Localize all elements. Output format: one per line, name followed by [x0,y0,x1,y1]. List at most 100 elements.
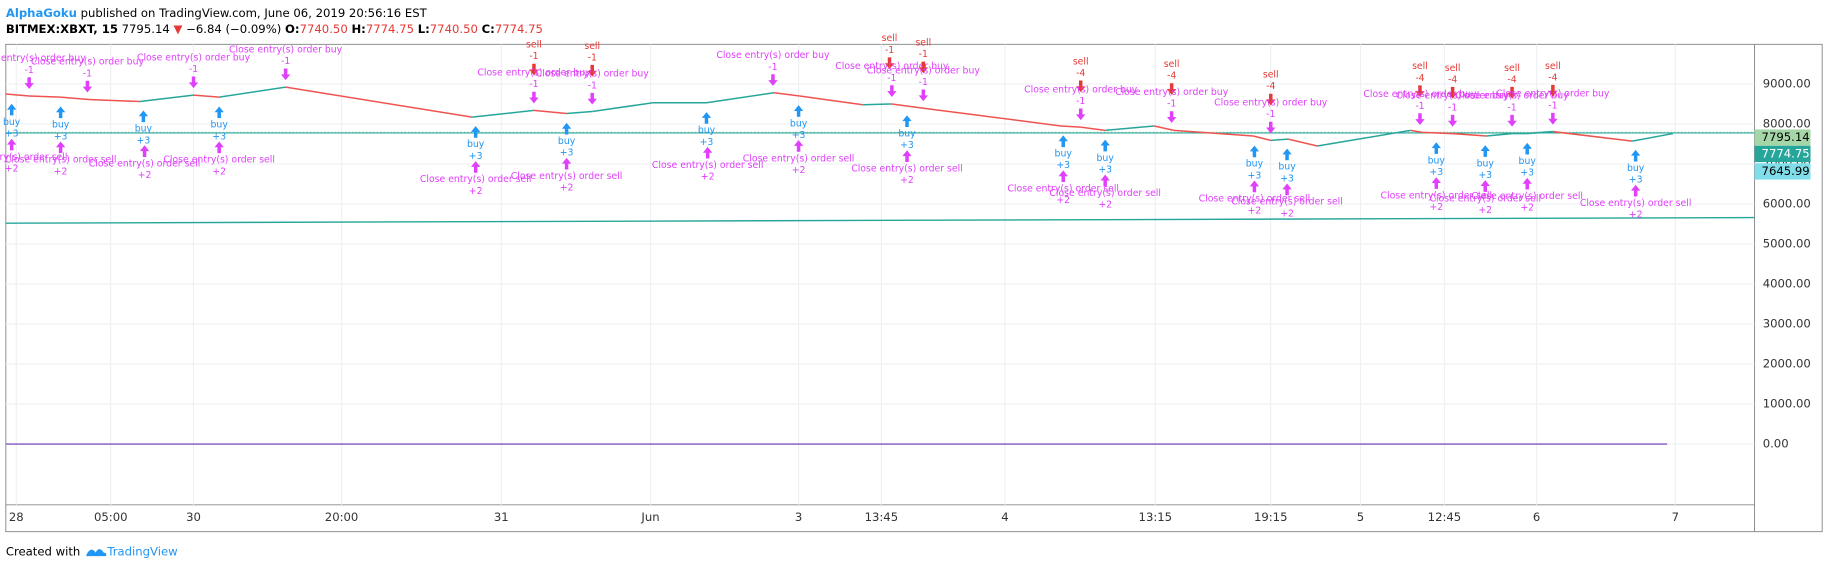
signal-arrow [1522,142,1532,155]
signal-text: sell [882,33,898,44]
signal-text: buy [211,120,229,131]
signal-arrow [1266,121,1276,134]
signal-text: Close entry(s) order buy [867,65,981,76]
x-tick-label: Jun [640,510,659,524]
signal-text: +3 [1056,160,1070,171]
signal-text: sell [584,41,600,52]
signal-text: Close entry(s) order sell [1049,188,1161,199]
signal-text: -4 [1415,73,1424,84]
price-segment [533,109,567,115]
signal-arrow [1480,180,1490,192]
signal-text: Close entry(s) order sell [1429,193,1541,204]
price-tag-label: 7645.99 [1762,164,1810,178]
signal-text: Close entry(s) order sell [1380,190,1492,201]
signal-arrow [214,141,224,154]
signal-arrow [1282,148,1292,161]
change: −6.84 (−0.09%) [186,22,281,36]
signal-text: Close entry(s) order sell [0,152,67,163]
signal-text: Close entry(s) order buy [0,53,86,64]
signal-text: Close entry(s) order sell [652,160,764,171]
signal-arrow [470,126,481,138]
price-segment [60,96,89,101]
signal-text: Close entry(s) order buy [1396,91,1510,102]
price-segment [88,98,140,103]
symbol-line: BITMEX:XBXT, 15 7795.14 ▼ −6.84 (−0.09%)… [6,22,543,36]
close: 7774.75 [495,22,543,36]
signal-arrow [280,68,291,81]
price-segment [5,93,30,97]
signal-text: Close entry(s) order sell [1471,191,1583,202]
price-segment [891,103,925,110]
signal-arrow [1522,177,1532,190]
signal-text: -4 [1448,74,1457,85]
signal-arrow [1100,174,1110,187]
signal-text: Close entry(s) order buy [1455,91,1569,102]
signal-arrow [1507,114,1517,127]
open: 7740.50 [300,22,348,36]
signal-text: buy [1278,162,1296,173]
signal-text: Close entry(s) order buy [229,44,343,55]
price-segment [1173,129,1254,137]
price-segment [472,109,535,118]
signal-arrow [1447,114,1458,127]
signal-text: -1 [1448,102,1457,113]
signal-arrow [6,138,17,151]
price-tag [1754,129,1811,146]
x-tick-label: 4 [1001,510,1008,524]
signal-text: +3 [1520,168,1534,179]
signal-arrow [1548,84,1558,97]
signal-text: +3 [1098,164,1112,175]
signal-arrow [82,80,93,93]
signal-text: +3 [560,148,574,159]
signal-arrow [587,92,597,105]
signal-arrow [1480,145,1490,157]
price-segment [219,86,286,98]
signal-text: Close entry(s) order sell [851,163,963,174]
signal-text: Close entry(s) order buy [1214,98,1328,109]
signal-text: sell [1073,56,1089,67]
price-segment [285,86,473,118]
signal-text: -1 [887,73,896,84]
signal-arrow [768,74,778,86]
signal-text: +2 [1280,208,1294,219]
signal-text: -4 [1266,81,1275,92]
signal-text: +3 [54,131,68,142]
signal-arrow [902,115,912,127]
c-label: C: [482,22,495,36]
signal-arrow [1507,86,1517,99]
signal-text: buy [467,139,485,150]
price-segment [1253,135,1271,142]
price-tag-label: 7774.75 [1762,146,1810,160]
y-tick-label: 5000.00 [1763,236,1811,250]
price-segment [29,95,61,98]
signal-text: -1 [83,68,92,79]
signal-arrow [529,91,539,104]
x-tick-label: 30 [186,510,201,524]
axes: 0.00 1000.00 2000.00 3000.00 4000.00 5000.00 6… [9,76,1811,524]
signal-text: +2 [792,165,806,176]
author[interactable]: AlphaGoku [6,5,77,19]
signal-text: -4 [1548,72,1557,83]
signal-arrow [1076,108,1086,121]
signal-text: +3 [1248,170,1262,181]
signal-text: -1 [1167,99,1176,110]
price-segment [1632,132,1674,142]
signal-text: sell [1412,61,1428,72]
y-tick-label: 2000.00 [1763,357,1811,371]
signal-arrow [884,57,895,70]
signal-arrow [55,106,66,119]
signal-text: buy [52,120,70,131]
signal-text: +2 [560,183,574,194]
x-tick-label: 12:45 [1428,510,1462,524]
signal-text: +2 [1056,195,1070,206]
signal-text: +3 [212,131,226,142]
signal-arrow [1431,177,1441,189]
x-tick-label: 05:00 [94,510,128,524]
signal-text: Close entry(s) order sell [1580,198,1692,209]
signal-arrow [1249,145,1260,158]
price-segment [1105,125,1155,132]
signal-text: +2 [1248,205,1262,216]
symbol: BITMEX:XBXT, 15 [6,22,118,36]
brand[interactable]: TradingView [106,544,178,558]
